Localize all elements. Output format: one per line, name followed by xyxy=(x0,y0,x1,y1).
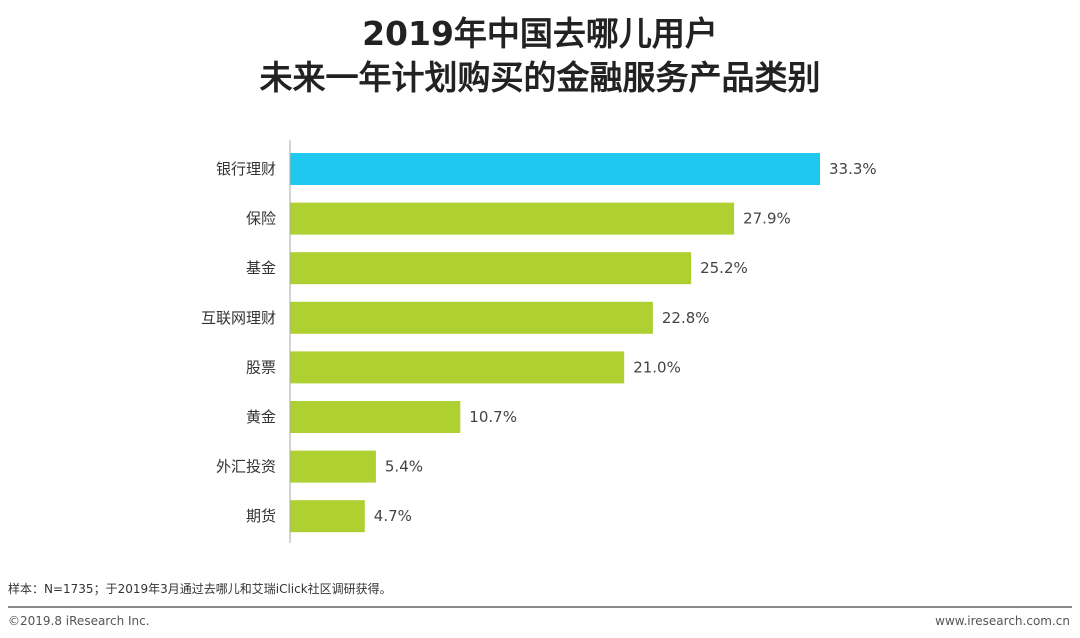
chart-title: 2019年中国去哪儿用户 未来一年计划购买的金融服务产品类别 xyxy=(0,12,1080,100)
value-label: 10.7% xyxy=(469,408,517,426)
value-label: 22.8% xyxy=(662,309,710,327)
value-label: 21.0% xyxy=(633,358,681,376)
chart-title-line-2: 未来一年计划购买的金融服务产品类别 xyxy=(259,58,821,97)
value-label: 27.9% xyxy=(743,210,791,228)
category-label: 股票 xyxy=(246,358,276,376)
category-label: 基金 xyxy=(246,259,276,277)
footnote-sample: 样本：N=1735；于2019年3月通过去哪儿和艾瑞iClick社区调研获得。 xyxy=(8,582,392,596)
footer-divider xyxy=(8,606,1072,608)
bar-5 xyxy=(290,351,625,384)
value-label: 5.4% xyxy=(385,458,423,476)
bar-8 xyxy=(290,500,365,533)
category-label: 外汇投资 xyxy=(216,458,276,476)
copyright-text: ©2019.8 iResearch Inc. xyxy=(8,614,150,628)
bar-2 xyxy=(290,202,735,235)
bar-7 xyxy=(290,450,376,483)
bar-1 xyxy=(290,153,820,185)
bar-3 xyxy=(290,252,692,285)
website-link[interactable]: www.iresearch.com.cn xyxy=(935,614,1070,628)
bar-6 xyxy=(290,401,461,433)
category-label: 银行理财 xyxy=(216,160,276,178)
category-label: 互联网理财 xyxy=(201,309,276,327)
value-label: 4.7% xyxy=(374,507,412,525)
category-label: 保险 xyxy=(246,210,276,228)
category-label: 期货 xyxy=(246,507,276,525)
value-label: 33.3% xyxy=(829,160,877,178)
bar-4 xyxy=(290,301,653,334)
bars-layer xyxy=(290,153,820,533)
value-label: 25.2% xyxy=(700,259,748,277)
labels-layer: 银行理财 33.3% 保险 27.9% 基金 25.2% 互联网理财 22.8% 股票 21.0%… xyxy=(201,160,877,525)
chart-title-line-1: 2019年中国去哪儿用户 xyxy=(362,14,718,53)
category-label: 黄金 xyxy=(246,408,276,426)
